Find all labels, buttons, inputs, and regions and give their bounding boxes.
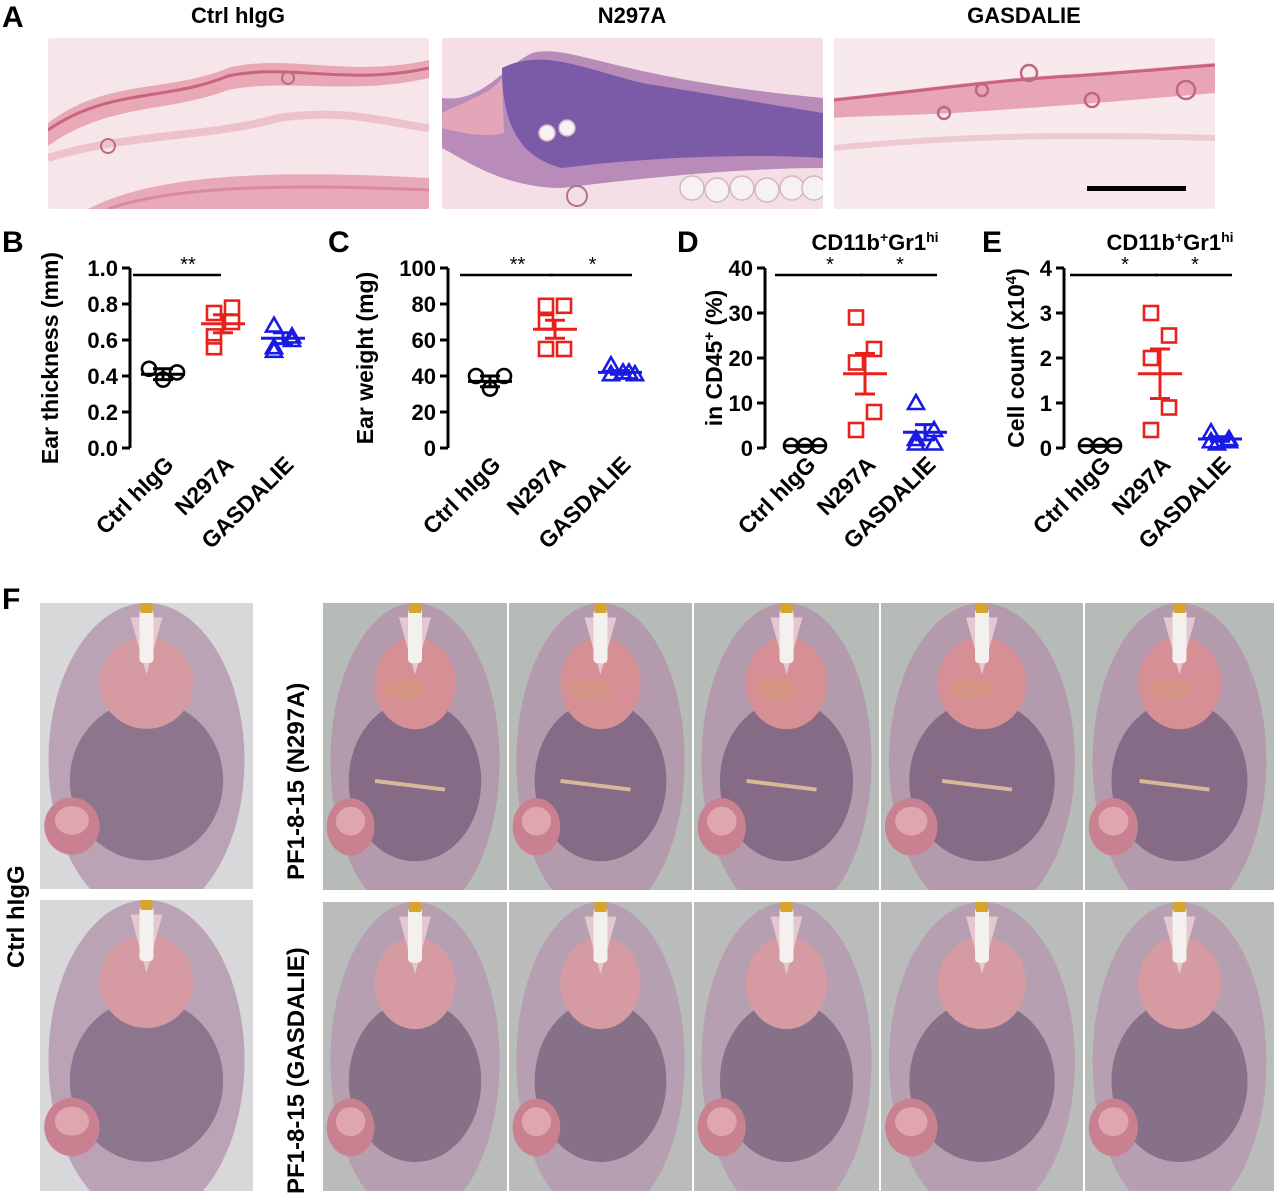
label-n297a-row: PF1-8-15 (N297A) <box>283 682 310 880</box>
chart-title-d: CD11b+Gr1hi <box>811 229 938 255</box>
label-ctrl-higg: Ctrl hIgG <box>3 865 30 968</box>
data-point <box>923 432 945 451</box>
data-point <box>905 428 927 447</box>
histology-title-ctrl: Ctrl hIgG <box>190 3 286 28</box>
y-tick-label: 40 <box>412 364 436 389</box>
data-point <box>263 340 285 359</box>
photo-gasdalie-2 <box>509 902 692 1191</box>
data-point <box>865 403 883 421</box>
data-point <box>865 340 883 358</box>
significance-label: ** <box>510 254 526 276</box>
histology-image-n297a <box>442 38 823 209</box>
data-point <box>555 340 573 358</box>
category-label: Ctrl hIgG <box>91 451 179 539</box>
photo-n297a-1 <box>323 603 507 890</box>
chart-title-e: CD11b+Gr1hi <box>1106 229 1233 255</box>
data-point <box>537 297 555 315</box>
photo-gasdalie-4 <box>881 902 1083 1191</box>
y-tick-label: 100 <box>399 256 436 281</box>
panel-letter-f: F <box>2 583 21 616</box>
panel-letter-c: C <box>328 226 350 259</box>
data-point <box>205 304 223 322</box>
y-tick-label: 80 <box>412 292 436 317</box>
data-point <box>537 340 555 358</box>
data-point <box>847 421 865 439</box>
y-tick-label: 0 <box>424 436 436 461</box>
y-tick-label: 20 <box>729 346 753 371</box>
chart-e: CD11b+Gr1hi 0 1 2 3 4 Cell count (x104) Ctrl hI… <box>992 225 1277 585</box>
chart-c: 0 20 40 60 80 100 Ear weight (mg) Ctrl hIgG N297… <box>345 225 675 570</box>
photo-n297a-3 <box>694 603 879 890</box>
data-point <box>205 328 223 345</box>
y-axis-label-e: Cell count (x104) <box>1003 268 1029 448</box>
scale-bar <box>1087 186 1186 191</box>
photo-n297a-5 <box>1085 603 1274 890</box>
y-tick-label: 10 <box>729 391 753 416</box>
data-point <box>168 364 186 381</box>
data-point <box>223 299 241 316</box>
data-point <box>847 309 865 326</box>
data-point <box>1142 304 1160 322</box>
photo-gasdalie-3 <box>694 902 879 1191</box>
data-point <box>537 313 555 331</box>
data-point <box>905 392 927 411</box>
photo-gasdalie-1 <box>323 902 507 1191</box>
histology-title-gasdalie: GASDALIE <box>967 3 1081 28</box>
data-point <box>555 297 573 315</box>
y-tick-label: 3 <box>1040 301 1052 326</box>
y-tick-label: 0 <box>1040 436 1052 461</box>
data-point <box>263 336 285 355</box>
data-point <box>847 354 865 371</box>
data-point <box>1142 421 1160 439</box>
panel-letter-e: E <box>982 226 1003 259</box>
data-point <box>1142 349 1160 367</box>
y-tick-label: 2 <box>1040 346 1052 371</box>
data-point <box>1160 399 1178 416</box>
photo-n297a-2 <box>509 603 692 890</box>
histology-image-gasdalie <box>834 38 1215 209</box>
data-point <box>263 314 285 333</box>
data-point <box>223 313 241 331</box>
y-tick-label: 0.6 <box>87 328 118 353</box>
y-tick-label: 1.0 <box>87 256 118 281</box>
panel-letter-b: B <box>2 226 24 259</box>
chart-d: CD11b+Gr1hi 0 10 20 30 40 in CD45+ (%) Ctrl hIg… <box>690 225 980 585</box>
photo-ctrl-higg-top <box>40 603 253 889</box>
data-point <box>1160 327 1178 344</box>
significance-label: * <box>896 254 904 276</box>
significance-label: * <box>826 254 834 276</box>
y-tick-label: 0.2 <box>87 400 118 425</box>
y-tick-label: 30 <box>729 301 753 326</box>
y-tick-label: 60 <box>412 328 436 353</box>
significance-label: * <box>1121 254 1129 276</box>
category-label: Ctrl hIgG <box>418 451 506 539</box>
y-tick-label: 4 <box>1040 256 1053 281</box>
category-label: Ctrl hIgG <box>733 451 821 539</box>
data-point <box>205 338 223 356</box>
data-point <box>905 432 927 451</box>
panel-letter-a: A <box>2 1 24 34</box>
histology-title-n297a: N297A <box>597 3 667 28</box>
significance-label: ** <box>180 254 196 276</box>
y-tick-label: 0.4 <box>87 364 118 389</box>
significance-label: * <box>1191 254 1199 276</box>
histology-image-ctrl <box>48 38 429 209</box>
photo-gasdalie-5 <box>1085 902 1274 1191</box>
significance-label: * <box>589 254 597 276</box>
y-axis-label-b: Ear thickness (mm) <box>37 252 63 464</box>
category-label: Ctrl hIgG <box>1028 451 1116 539</box>
y-tick-label: 20 <box>412 400 436 425</box>
y-axis-label-d: in CD45+ (%) <box>701 290 727 427</box>
y-tick-label: 1 <box>1040 391 1052 416</box>
chart-b: 0.0 0.2 0.4 0.6 0.8 1.0 Ear thickness (mm) Ctrl… <box>30 225 330 570</box>
y-tick-label: 40 <box>729 256 753 281</box>
photo-ctrl-higg-bottom <box>40 900 253 1191</box>
photo-n297a-4 <box>881 603 1083 890</box>
label-gasdalie-row: PF1-8-15 (GASDALIE) <box>283 947 310 1194</box>
y-axis-label-c: Ear weight (mg) <box>352 272 378 445</box>
panel-letter-d: D <box>677 226 699 259</box>
y-tick-label: 0.8 <box>87 292 118 317</box>
y-tick-label: 0 <box>741 436 753 461</box>
y-tick-label: 0.0 <box>87 436 118 461</box>
